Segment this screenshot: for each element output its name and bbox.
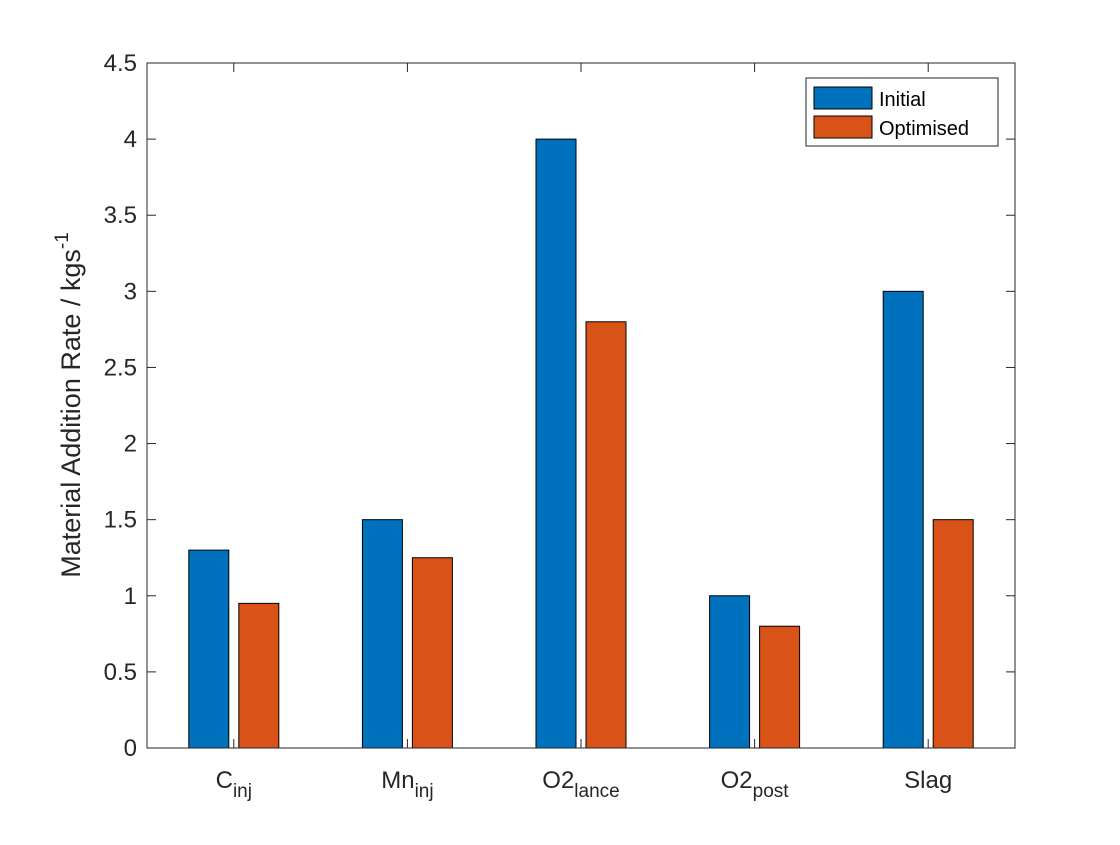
x-tick-label: Slag bbox=[904, 767, 952, 794]
legend: Initial Optimised bbox=[805, 77, 999, 147]
bar-optimised-4 bbox=[932, 519, 974, 749]
bar-initial-2 bbox=[535, 138, 577, 749]
bar-initial-3 bbox=[709, 595, 751, 749]
x-tick-label-base: Mn bbox=[381, 767, 414, 794]
ticks-layer bbox=[147, 62, 1015, 749]
y-tick-label: 1 bbox=[124, 583, 137, 610]
x-tick-label-subscript: inj bbox=[233, 781, 252, 802]
y-axis-label-superscript: -1 bbox=[52, 232, 73, 249]
x-tick-label: Cinj bbox=[216, 767, 252, 802]
y-tick-label: 4.5 bbox=[104, 50, 137, 77]
y-tick-label: 0.5 bbox=[104, 659, 137, 686]
legend-label-optimised: Optimised bbox=[879, 118, 969, 140]
x-tick-labels: Cinj Mninj O2lance O2post Slag bbox=[216, 767, 953, 802]
bar-optimised-0 bbox=[238, 602, 280, 749]
y-tick-label: 0 bbox=[124, 735, 137, 762]
x-tick-label-subscript: lance bbox=[574, 781, 619, 802]
x-tick-label: Mninj bbox=[381, 767, 433, 802]
bars-layer bbox=[188, 138, 974, 749]
x-tick-label-base: C bbox=[216, 767, 233, 794]
bar-optimised-2 bbox=[585, 321, 627, 749]
x-tick-label-base: O2 bbox=[542, 767, 574, 794]
bar-optimised-1 bbox=[411, 557, 453, 749]
legend-swatch-initial bbox=[813, 86, 873, 110]
y-tick-labels: 0 0.5 1 1.5 2 2.5 3 3.5 4 4.5 bbox=[104, 50, 137, 762]
x-tick-label-subscript: post bbox=[753, 781, 790, 802]
y-tick-label: 3 bbox=[124, 278, 137, 305]
legend-swatch-optimised bbox=[813, 115, 873, 139]
bar-initial-1 bbox=[361, 519, 403, 749]
y-tick-label: 2 bbox=[124, 431, 137, 458]
y-tick-label: 1.5 bbox=[104, 507, 137, 534]
x-tick-label-subscript: inj bbox=[415, 781, 434, 802]
bar-initial-0 bbox=[188, 549, 230, 749]
y-tick-label: 3.5 bbox=[104, 202, 137, 229]
y-axis-label-text: Material Addition Rate / kgs bbox=[56, 249, 86, 578]
bar-initial-4 bbox=[882, 290, 924, 749]
x-tick-label: O2lance bbox=[542, 767, 619, 802]
legend-label-initial: Initial bbox=[879, 89, 926, 111]
x-tick-label: O2post bbox=[721, 767, 790, 802]
bar-optimised-3 bbox=[759, 625, 801, 749]
y-tick-label: 4 bbox=[124, 126, 137, 153]
x-tick-label-base: O2 bbox=[721, 767, 753, 794]
y-tick-label: 2.5 bbox=[104, 354, 137, 381]
x-tick-label-base: Slag bbox=[904, 767, 952, 794]
y-axis-label: Material Addition Rate / kgs-1 bbox=[52, 232, 86, 578]
